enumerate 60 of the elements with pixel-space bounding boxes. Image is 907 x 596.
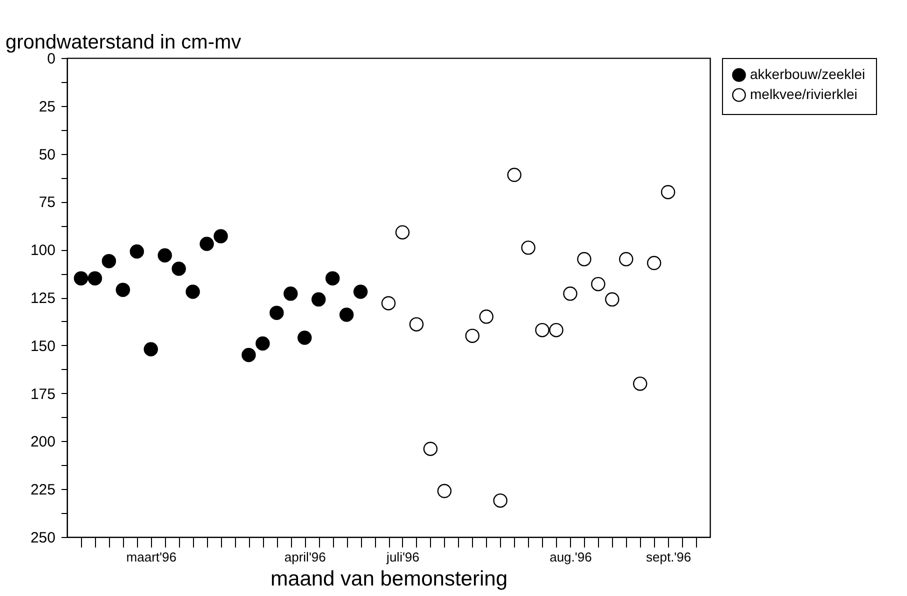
- point: [423, 442, 438, 456]
- y-tick-label: 175: [30, 386, 56, 403]
- legend-label: akkerbouw/zeeklei: [750, 66, 866, 82]
- point: [256, 336, 270, 351]
- point: [591, 276, 606, 292]
- point: [395, 225, 410, 240]
- point: [660, 185, 676, 200]
- y-tick-label: 0: [47, 50, 56, 68]
- point: [535, 322, 550, 338]
- point: [632, 376, 648, 391]
- point: [577, 252, 592, 266]
- x-tick-label: maart'96: [126, 550, 176, 564]
- y-tick-label: 100: [30, 242, 56, 260]
- point: [507, 168, 522, 182]
- point: [325, 271, 340, 286]
- point: [409, 317, 424, 332]
- point: [465, 328, 480, 343]
- y-tick-label: 125: [30, 290, 56, 307]
- point: [102, 254, 116, 268]
- point: [172, 262, 186, 276]
- point: [214, 229, 228, 244]
- point: [549, 322, 564, 338]
- point: [493, 493, 508, 508]
- point: [521, 240, 536, 255]
- point: [353, 284, 368, 299]
- x-tick-label: april'96: [284, 550, 326, 564]
- point: [339, 308, 354, 322]
- point: [186, 284, 200, 299]
- y-tick-label: 225: [30, 482, 56, 499]
- x-tick-label: sept.'96: [646, 550, 692, 564]
- x-tick-label: juli'96: [386, 550, 420, 564]
- point: [437, 484, 452, 498]
- point: [479, 310, 494, 324]
- point: [74, 271, 88, 286]
- point: [270, 306, 284, 320]
- point: [646, 256, 662, 270]
- y-axis-title: grondwaterstand in cm-mv: [6, 32, 242, 54]
- point: [130, 244, 144, 259]
- y-tick-label: 25: [38, 98, 56, 116]
- x-tick-label: aug.'96: [550, 550, 592, 564]
- point: [242, 348, 256, 362]
- point: [144, 342, 158, 356]
- point: [311, 292, 326, 307]
- point: [563, 286, 578, 301]
- point: [88, 271, 102, 286]
- point: [158, 248, 172, 262]
- legend-label: melkvee/rivierklei: [750, 86, 858, 102]
- point: [116, 282, 130, 297]
- x-axis-title: maand van bemonstering: [270, 568, 508, 590]
- point: [381, 296, 396, 310]
- y-tick-label: 150: [30, 338, 56, 355]
- point: [605, 292, 620, 307]
- point: [284, 286, 298, 301]
- point: [619, 252, 634, 266]
- y-tick-label: 50: [38, 146, 56, 164]
- point: [298, 330, 312, 345]
- y-tick-label: 200: [30, 434, 56, 451]
- y-tick-label: 250: [30, 530, 56, 546]
- y-tick-label: 75: [38, 194, 56, 212]
- point: [200, 236, 214, 251]
